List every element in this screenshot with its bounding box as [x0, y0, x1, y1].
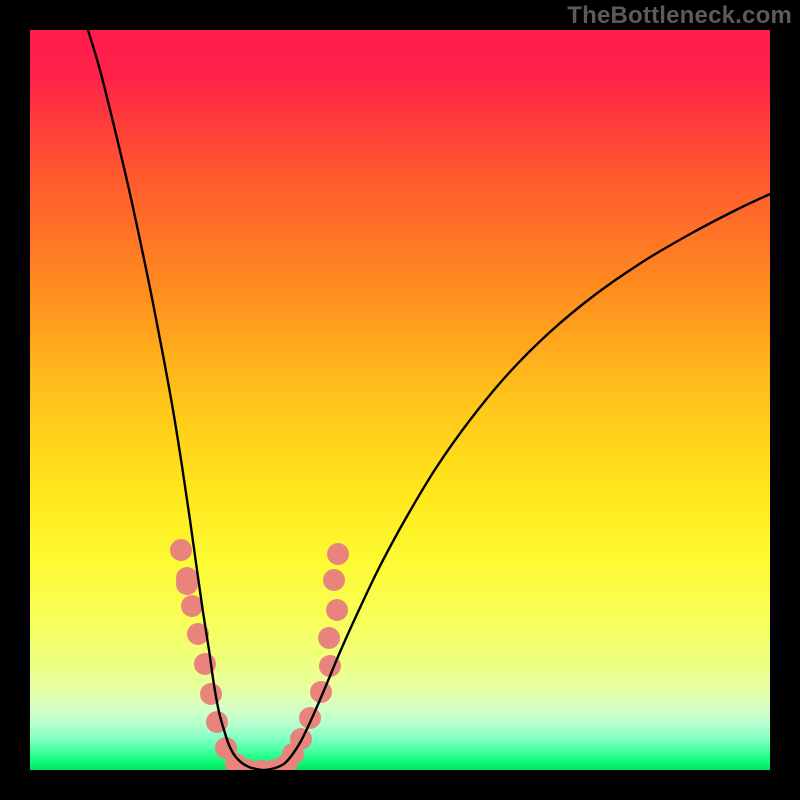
- chart-frame: { "canvas": { "width": 800, "height": 80…: [0, 0, 800, 800]
- marker-dot: [176, 573, 198, 595]
- marker-dot: [327, 543, 349, 565]
- marker-dot: [326, 599, 348, 621]
- marker-dot: [170, 539, 192, 561]
- marker-dot: [200, 683, 222, 705]
- marker-dot: [299, 707, 321, 729]
- marker-dot: [181, 595, 203, 617]
- v-curve: [88, 30, 770, 770]
- plot-area: [30, 30, 770, 770]
- marker-dot: [323, 569, 345, 591]
- marker-dot: [318, 627, 340, 649]
- watermark-text: TheBottleneck.com: [567, 2, 792, 30]
- curve-layer: [30, 30, 770, 770]
